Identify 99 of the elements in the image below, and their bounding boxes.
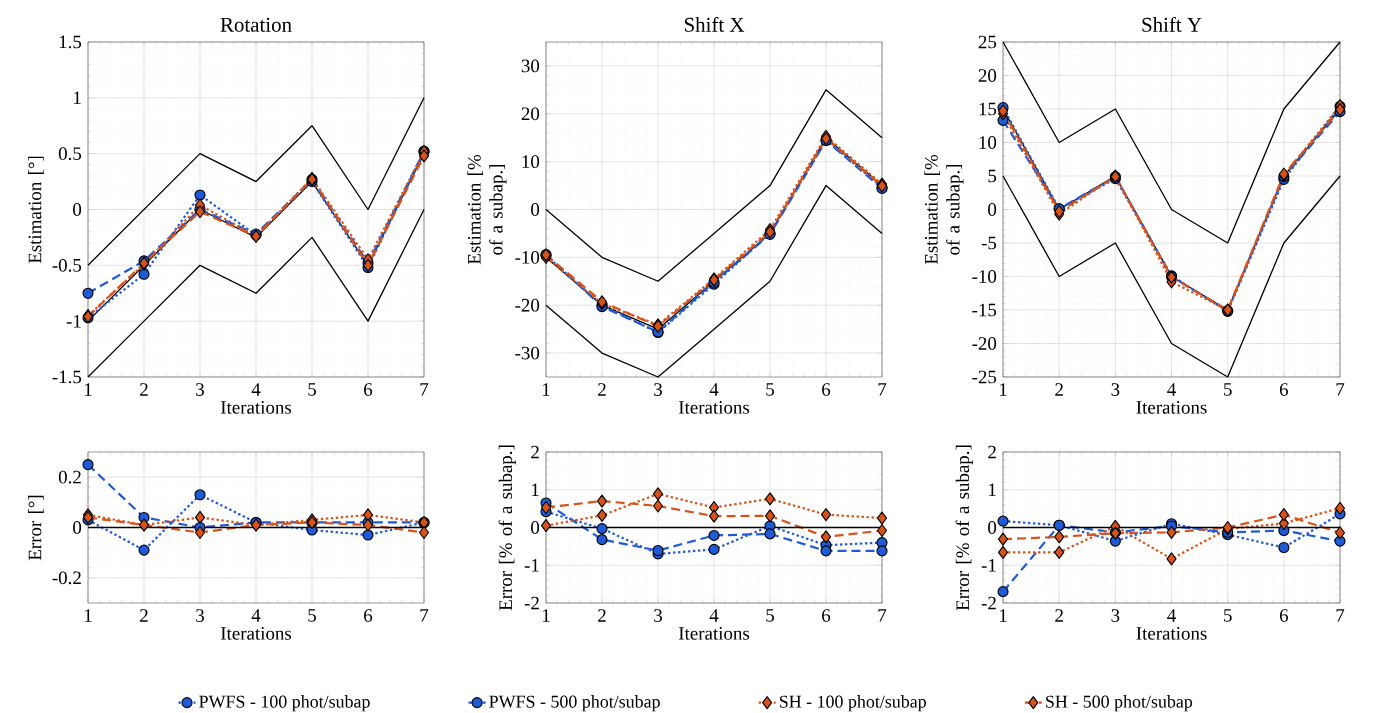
x-tick-label: 4 xyxy=(251,383,261,396)
y-axis-title: Error [°] xyxy=(28,495,44,561)
chart-title: Rotation xyxy=(220,17,292,32)
x-tick-label: 4 xyxy=(709,609,719,622)
x-tick-label: 4 xyxy=(1167,609,1176,622)
x-tick-label: 6 xyxy=(1279,609,1289,622)
y-tick-label: 0 xyxy=(73,521,82,534)
y-tick-label: -10 xyxy=(515,250,540,264)
y-tick-label: 20 xyxy=(521,107,540,121)
x-axis-title: Iterations xyxy=(220,627,292,640)
x-tick-label: 5 xyxy=(766,609,774,622)
y-tick-label: 0 xyxy=(988,203,997,216)
x-tick-label: 7 xyxy=(1336,383,1345,396)
y-tick-label: -0.5 xyxy=(52,258,82,272)
x-tick-label: 5 xyxy=(308,383,316,396)
y-tick-label: -15 xyxy=(972,303,997,317)
y-tick-label: 0.5 xyxy=(58,147,82,161)
x-tick-label: 6 xyxy=(364,609,373,622)
y-tick-label: 0 xyxy=(531,521,540,534)
y-tick-label: -10 xyxy=(972,270,997,283)
y-tick-label: -20 xyxy=(515,298,540,312)
x-axis-title: Iterations xyxy=(678,401,750,414)
y-tick-label: -1.5 xyxy=(52,370,82,384)
x-tick-label: 5 xyxy=(1224,609,1232,622)
x-tick-label: 2 xyxy=(1055,383,1063,396)
x-tick-label: 6 xyxy=(1279,383,1289,396)
x-tick-label: 2 xyxy=(1055,609,1063,622)
x-tick-label: 5 xyxy=(308,609,316,622)
y-tick-label: 5 xyxy=(988,169,997,183)
x-tick-label: 1 xyxy=(999,609,1007,622)
y-tick-label: -20 xyxy=(972,337,997,350)
y-axis-title: Estimation [% of a subap.] xyxy=(467,154,507,265)
x-tick-label: 1 xyxy=(84,609,92,622)
y-axis-title: Estimation [°] xyxy=(28,156,44,264)
x-tick-label: 1 xyxy=(999,383,1007,396)
y-axis-title: Error [% of a subap.] xyxy=(955,445,973,611)
x-tick-label: 5 xyxy=(1224,383,1232,396)
y-axis-title: Estimation [% of a subap.] xyxy=(924,154,964,265)
x-axis-title: Iterations xyxy=(678,627,750,640)
x-tick-label: 3 xyxy=(1111,383,1120,396)
x-axis-title: Iterations xyxy=(1136,401,1207,414)
x-tick-label: 7 xyxy=(420,383,429,396)
y-tick-label: 10 xyxy=(522,155,540,169)
y-tick-label: -1 xyxy=(981,559,996,572)
x-tick-label: 6 xyxy=(822,383,831,396)
y-tick-label: -1 xyxy=(66,314,81,328)
y-tick-label: -30 xyxy=(515,346,540,360)
x-tick-label: 3 xyxy=(654,383,662,396)
x-tick-label: 7 xyxy=(878,609,887,622)
x-tick-label: 6 xyxy=(364,383,373,396)
x-tick-label: 6 xyxy=(822,609,831,622)
legend-label: SH - 500 phot/subap xyxy=(1046,695,1193,712)
y-tick-label: 2 xyxy=(531,445,539,459)
y-tick-label: 0.2 xyxy=(58,470,81,484)
y-tick-label: -0.2 xyxy=(52,571,81,585)
x-tick-label: 1 xyxy=(84,383,92,396)
legend-label: PWFS - 500 phot/subap xyxy=(489,695,660,712)
x-tick-label: 2 xyxy=(598,383,606,396)
x-axis-title: Iterations xyxy=(1136,627,1207,640)
y-tick-label: 2 xyxy=(988,445,996,459)
y-tick-label: 10 xyxy=(979,136,997,149)
x-tick-label: 4 xyxy=(709,383,719,396)
y-tick-label: -1 xyxy=(524,559,539,572)
x-tick-label: 5 xyxy=(766,383,774,396)
x-tick-label: 2 xyxy=(140,383,148,396)
chart-title: Shift X xyxy=(684,16,745,32)
y-tick-label: 0 xyxy=(531,203,540,216)
y-tick-label: -5 xyxy=(981,236,997,250)
y-tick-label: 1 xyxy=(74,91,81,105)
x-tick-label: 2 xyxy=(140,609,148,622)
x-tick-label: 3 xyxy=(1111,609,1120,622)
x-axis-title: Iterations xyxy=(220,401,292,414)
x-tick-label: 1 xyxy=(542,609,550,622)
x-tick-label: 3 xyxy=(196,383,204,396)
y-tick-label: 20 xyxy=(978,69,997,82)
y-tick-label: 25 xyxy=(978,35,997,49)
y-tick-label: 1 xyxy=(532,483,539,496)
y-tick-label: -2 xyxy=(981,596,996,610)
y-axis-title: Error [% of a subap.] xyxy=(498,445,516,611)
legend-label: PWFS - 100 phot/subap xyxy=(199,695,370,712)
y-tick-label: 0 xyxy=(73,203,82,216)
x-tick-label: 7 xyxy=(420,609,429,622)
y-tick-label: 0 xyxy=(988,521,997,534)
x-tick-label: 4 xyxy=(1167,383,1176,396)
x-tick-label: 3 xyxy=(196,609,204,622)
x-tick-label: 4 xyxy=(251,609,261,622)
y-tick-label: -25 xyxy=(972,370,997,384)
y-tick-label: 15 xyxy=(979,102,997,116)
x-tick-label: 2 xyxy=(598,609,606,622)
chart-title: Shift Y xyxy=(1142,16,1202,32)
x-tick-label: 7 xyxy=(878,383,887,396)
y-tick-label: 1.5 xyxy=(59,35,82,49)
x-tick-label: 1 xyxy=(542,383,550,396)
y-tick-label: 30 xyxy=(521,59,540,73)
legend-label: SH - 100 phot/subap xyxy=(779,695,926,712)
y-tick-label: 1 xyxy=(989,483,996,496)
y-tick-label: -2 xyxy=(524,596,539,610)
x-tick-label: 7 xyxy=(1336,609,1345,622)
x-tick-label: 3 xyxy=(654,609,662,622)
